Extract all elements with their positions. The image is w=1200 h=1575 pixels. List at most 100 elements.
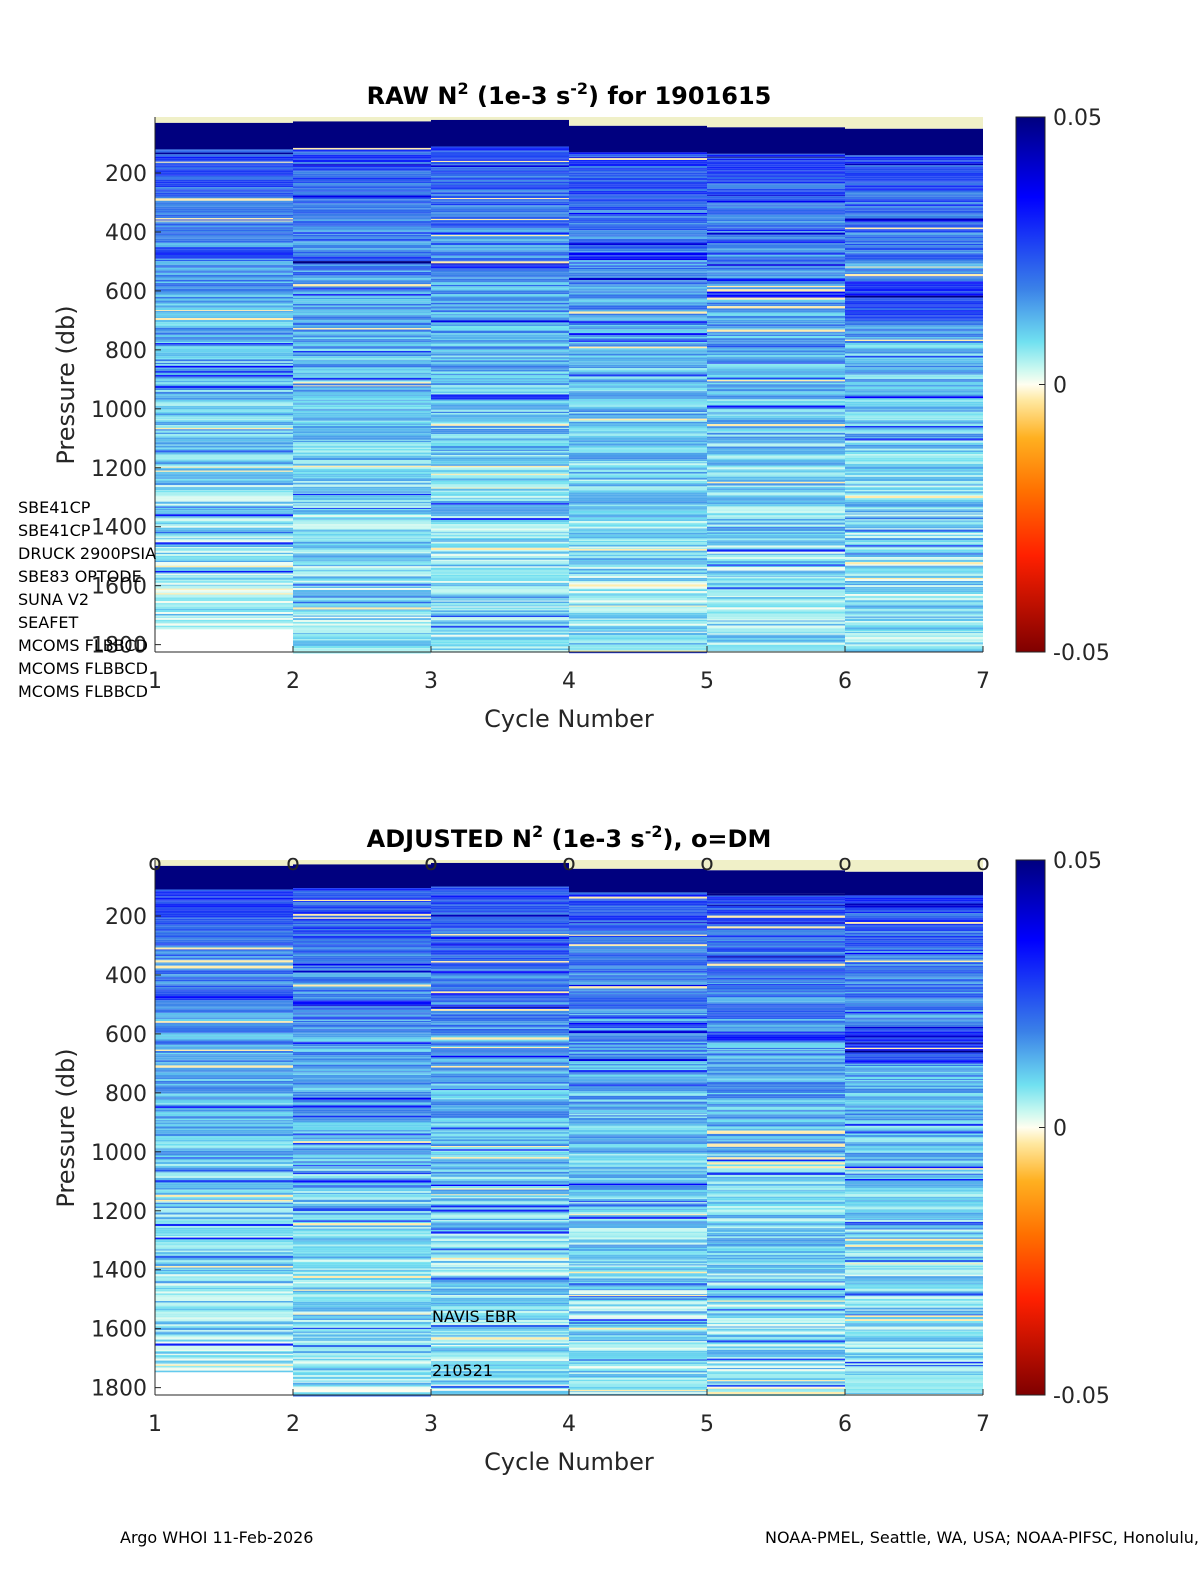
n2-cell	[569, 1358, 707, 1360]
n2-cell	[293, 386, 431, 388]
n2-cell	[707, 1387, 845, 1389]
n2-cell	[293, 156, 431, 159]
n2-cell	[293, 1046, 431, 1048]
n2-cell	[155, 149, 293, 151]
n2-cell	[431, 1126, 569, 1128]
n2-cell	[431, 551, 569, 554]
n2-cell	[293, 1035, 431, 1038]
raw-n2-chart: RAW N2 (1e-3 s-2) for 1901615 1 2 3 4 5 6 7200…	[52, 79, 1110, 733]
n2-cell	[155, 172, 293, 175]
n2-cell	[707, 1133, 845, 1137]
n2-cell	[845, 1072, 983, 1076]
n2-cell	[431, 1095, 569, 1099]
n2-cell	[293, 557, 431, 560]
n2-cell	[707, 1380, 845, 1382]
n2-cell	[569, 1179, 707, 1182]
n2-cell	[293, 261, 431, 264]
n2-cell	[845, 1084, 983, 1086]
n2-cell	[431, 255, 569, 258]
n2-cell	[569, 317, 707, 319]
n2-cell	[707, 217, 845, 220]
n2-cell	[431, 346, 569, 349]
n2-cell	[155, 1227, 293, 1230]
n2-cell	[845, 377, 983, 380]
n2-cell	[707, 1200, 845, 1202]
n2-cell	[707, 614, 845, 618]
n2-cell	[155, 240, 293, 243]
n2-cell	[293, 920, 431, 923]
n2-cell	[569, 1223, 707, 1226]
n2-cell	[707, 353, 845, 356]
n2-cell	[431, 603, 569, 606]
n2-cell	[569, 477, 707, 480]
n2-cell	[569, 937, 707, 940]
n2-cell	[845, 349, 983, 352]
n2-cell	[845, 1220, 983, 1222]
n2-cell	[431, 637, 569, 640]
n2-cell	[845, 266, 983, 268]
n2-cell	[155, 179, 293, 182]
n2-cell	[845, 1018, 983, 1020]
n2-cell	[707, 559, 845, 561]
n2-cell	[845, 446, 983, 449]
n2-cell	[845, 380, 983, 382]
n2-cell	[845, 209, 983, 211]
n2-cell	[845, 448, 983, 451]
n2-cell	[431, 248, 569, 251]
n2-cell	[707, 153, 845, 155]
n2-cell	[431, 1319, 569, 1323]
n2-cell	[155, 1263, 293, 1267]
n2-cell	[569, 621, 707, 623]
n2-cell	[707, 543, 845, 546]
n2-cell	[569, 933, 707, 935]
n2-cell	[431, 911, 569, 913]
n2-cell	[293, 1240, 431, 1242]
n2-cell	[707, 276, 845, 278]
n2-cell	[155, 220, 293, 222]
n2-cell	[431, 1028, 569, 1031]
n2-cell	[845, 1063, 983, 1065]
n2-cell	[569, 255, 707, 257]
n2-cell	[155, 891, 293, 894]
n2-cell	[569, 915, 707, 918]
n2-cell	[293, 642, 431, 644]
n2-cell	[155, 236, 293, 238]
n2-cell	[155, 318, 293, 321]
n2-cell	[293, 510, 431, 513]
n2-cell	[845, 1390, 983, 1392]
n2-cell	[293, 1072, 431, 1074]
n2-cell	[293, 565, 431, 567]
n2-cell	[569, 1320, 707, 1323]
n2-cell	[155, 1236, 293, 1238]
n2-cell	[293, 1019, 431, 1021]
n2-cell	[431, 236, 569, 238]
n2-cell	[707, 948, 845, 951]
n2-cell	[155, 1133, 293, 1137]
n2-cell	[293, 630, 431, 634]
n2-cell	[845, 1195, 983, 1198]
n2-cell	[707, 1140, 845, 1142]
n2-cell	[707, 356, 845, 359]
n2-cell	[569, 1282, 707, 1284]
sensor-label: MCOMS FLBBCD	[18, 682, 148, 701]
n2-cell	[845, 491, 983, 493]
n2-cell	[845, 1319, 983, 1322]
n2-cell	[707, 1194, 845, 1197]
n2-cell	[293, 292, 431, 295]
n2-cell	[707, 174, 845, 176]
n2-cell	[155, 1176, 293, 1178]
n2-cell	[569, 1308, 707, 1311]
n2-cell	[155, 552, 293, 555]
stratified-cell	[707, 127, 845, 154]
n2-cell	[431, 290, 569, 293]
n2-cell	[569, 380, 707, 383]
n2-cell	[707, 1372, 845, 1374]
n2-cell	[707, 1119, 845, 1123]
x-axis-label: Cycle Number	[484, 1448, 654, 1476]
n2-cell	[707, 422, 845, 425]
n2-cell	[293, 197, 431, 200]
n2-cell	[569, 1117, 707, 1121]
n2-cell	[293, 1016, 431, 1018]
n2-cell	[431, 1002, 569, 1005]
n2-cell	[569, 171, 707, 173]
